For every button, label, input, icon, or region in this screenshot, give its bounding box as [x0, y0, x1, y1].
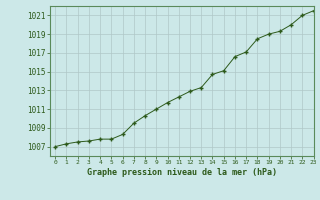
X-axis label: Graphe pression niveau de la mer (hPa): Graphe pression niveau de la mer (hPa)	[87, 168, 276, 177]
